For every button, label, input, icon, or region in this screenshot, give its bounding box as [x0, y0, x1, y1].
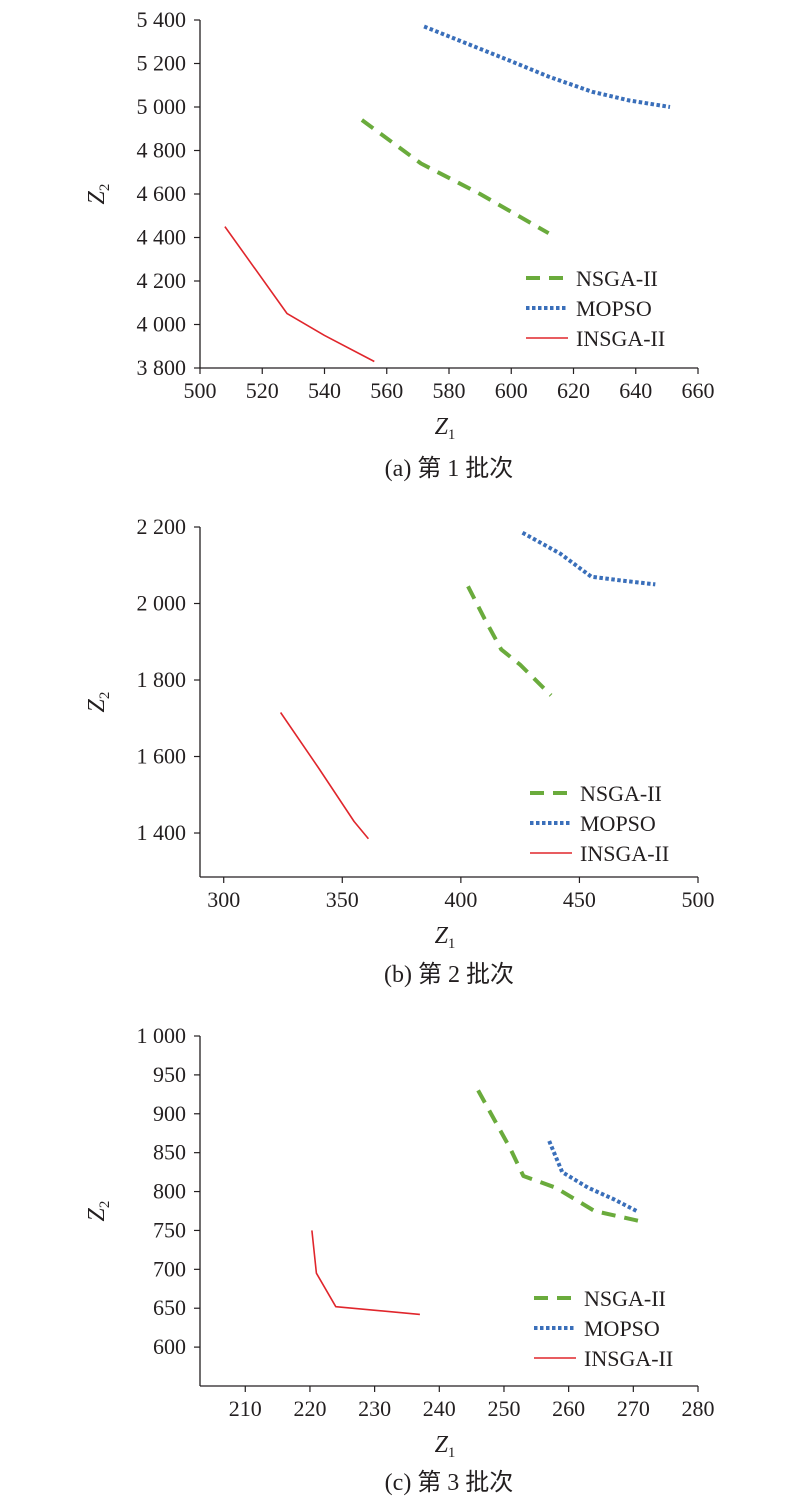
y-tick-label: 2 200 — [137, 514, 187, 539]
chart-caption: (a) 第 1 批次 — [385, 455, 514, 482]
legend-label-mopso: MOPSO — [584, 1316, 660, 1341]
x-axis-title: Z1 — [435, 923, 456, 952]
x-tick-label: 450 — [563, 887, 596, 912]
y-tick-label: 4 200 — [137, 268, 187, 293]
y-tick-label: 900 — [153, 1101, 186, 1126]
x-axis-title-sub: 1 — [448, 427, 456, 443]
chart-caption: (b) 第 2 批次 — [384, 961, 514, 988]
y-axis-title-sub: 2 — [97, 184, 113, 192]
legend-label-nsga-ii: NSGA-II — [584, 1286, 666, 1311]
legend: NSGA-II MOPSO INSGA-II — [530, 781, 669, 866]
y-tick-label: 1 000 — [137, 1023, 187, 1048]
y-tick-label: 4 400 — [137, 225, 187, 250]
x-tick-label: 260 — [552, 1396, 585, 1421]
y-tick-label: 1 400 — [137, 820, 187, 845]
x-axis-title: Z1 — [435, 1432, 456, 1461]
x-tick-label: 300 — [207, 887, 240, 912]
y-axis-title-sub: 2 — [97, 692, 113, 700]
y-tick-label: 4 000 — [137, 312, 187, 337]
y-axis-title: Z2 — [84, 692, 113, 713]
series-line-mopso — [547, 1140, 638, 1213]
x-tick-label: 220 — [293, 1396, 326, 1421]
legend-label-insga-ii: INSGA-II — [576, 326, 665, 351]
y-axis-title-main: Z — [84, 1207, 110, 1221]
series-line-insga-ii — [224, 226, 375, 363]
series-line-nsga-ii — [466, 585, 553, 697]
chart-caption: (c) 第 3 批次 — [385, 1469, 514, 1496]
y-axis-title-main: Z — [84, 698, 110, 712]
x-tick-label: 500 — [682, 887, 715, 912]
series-line-insga-ii — [279, 712, 370, 840]
y-axis-title: Z2 — [84, 1201, 113, 1222]
x-tick-label: 240 — [423, 1396, 456, 1421]
x-tick-label: 640 — [619, 378, 652, 403]
series-line-mopso — [423, 24, 671, 109]
series-line-nsga-ii — [476, 1089, 641, 1224]
x-tick-label: 230 — [358, 1396, 391, 1421]
y-tick-label: 800 — [153, 1179, 186, 1204]
x-axis-title-main: Z — [435, 1432, 449, 1458]
x-axis-title-sub: 1 — [448, 936, 456, 952]
y-tick-label: 650 — [153, 1295, 186, 1320]
x-axis-title: Z1 — [435, 414, 456, 443]
legend-label-nsga-ii: NSGA-II — [576, 266, 658, 291]
x-tick-label: 600 — [495, 378, 528, 403]
y-axis-title-sub: 2 — [97, 1201, 113, 1209]
x-tick-label: 620 — [557, 378, 590, 403]
y-tick-label: 4 800 — [137, 138, 187, 163]
x-axis-title-main: Z — [435, 923, 449, 949]
x-tick-label: 280 — [682, 1396, 715, 1421]
x-tick-label: 520 — [246, 378, 279, 403]
y-tick-label: 5 000 — [137, 94, 187, 119]
y-axis-title-main: Z — [84, 190, 110, 204]
x-tick-label: 350 — [326, 887, 359, 912]
y-tick-label: 5 200 — [137, 51, 187, 76]
y-tick-label: 950 — [153, 1062, 186, 1087]
y-tick-label: 700 — [153, 1256, 186, 1281]
y-axis-title: Z2 — [84, 184, 113, 205]
x-tick-label: 500 — [184, 378, 217, 403]
x-tick-label: 580 — [433, 378, 466, 403]
x-tick-label: 660 — [682, 378, 715, 403]
x-tick-label: 250 — [487, 1396, 520, 1421]
series-line-insga-ii — [311, 1230, 420, 1316]
x-tick-label: 210 — [229, 1396, 262, 1421]
y-tick-label: 600 — [153, 1334, 186, 1359]
chart-panel-3: 210 220 230 240 250 260 270 280 600 650 700 750 800 8… — [84, 1023, 715, 1496]
x-tick-label: 540 — [308, 378, 341, 403]
legend-label-mopso: MOPSO — [580, 811, 656, 836]
y-tick-label: 3 800 — [137, 355, 187, 380]
chart-panel-2: 300 350 400 450 500 1 400 1 600 1 800 2 000 2 200… — [84, 514, 715, 988]
x-tick-label: 270 — [617, 1396, 650, 1421]
y-tick-label: 2 000 — [137, 591, 187, 616]
x-axis-title-sub: 1 — [448, 1445, 456, 1461]
y-tick-label: 1 600 — [137, 744, 187, 769]
legend: NSGA-II MOPSO INSGA-II — [534, 1286, 673, 1371]
legend-label-nsga-ii: NSGA-II — [580, 781, 662, 806]
x-tick-label: 560 — [370, 378, 403, 403]
y-tick-label: 750 — [153, 1217, 186, 1242]
y-tick-label: 5 400 — [137, 7, 187, 32]
x-axis-title-main: Z — [435, 414, 449, 440]
chart-panel-1: 500 520 540 560 580 600 620 640 660 3 800 4 000 4 2… — [84, 7, 715, 482]
legend: NSGA-II MOPSO INSGA-II — [526, 266, 665, 351]
y-tick-label: 850 — [153, 1140, 186, 1165]
series-line-nsga-ii — [360, 118, 550, 235]
y-tick-label: 1 800 — [137, 667, 187, 692]
legend-label-insga-ii: INSGA-II — [580, 841, 669, 866]
series-line-mopso — [521, 530, 656, 587]
legend-label-mopso: MOPSO — [576, 296, 652, 321]
x-tick-label: 400 — [444, 887, 477, 912]
legend-label-insga-ii: INSGA-II — [584, 1346, 673, 1371]
y-tick-label: 4 600 — [137, 181, 187, 206]
